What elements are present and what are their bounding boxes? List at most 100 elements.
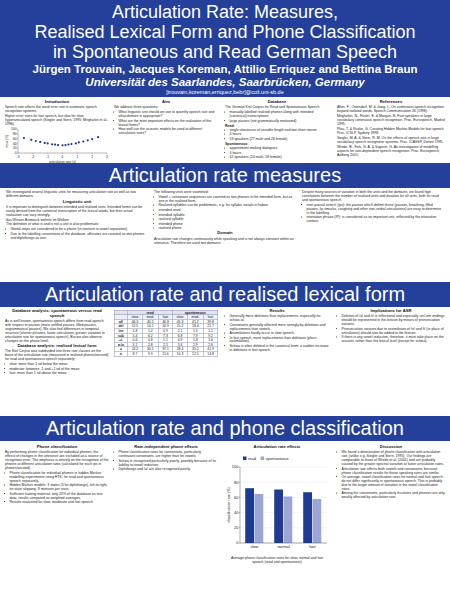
points [23, 136, 99, 146]
bullet-list: single utterances of variable length and… [225, 128, 329, 141]
column: AimWe address three questions:What lingu… [114, 99, 218, 136]
point [67, 144, 69, 146]
paragraph: Pfau, T. & Ruske, G. Creating Hidden Mar… [337, 127, 445, 135]
y-tick-label: 40 [13, 142, 17, 146]
column: Implications for ASRDeletion of /ə/ and … [337, 308, 445, 344]
y-tick-label: 60 [13, 137, 17, 141]
banner: Articulation rate and realised lexical f… [0, 282, 450, 307]
column: IntroductionSpeech rate affects the word… [5, 99, 109, 127]
y-axis-label: error (%) [5, 135, 9, 148]
bar [274, 489, 283, 543]
bullet: Pronunciation variants due to assimilati… [342, 326, 446, 334]
table-cell: 9.9 [142, 351, 158, 356]
banner: Articulation rate and phone classificati… [0, 416, 450, 441]
y-axis [18, 129, 19, 153]
table-cell: 8.7 [128, 351, 143, 356]
point [30, 139, 32, 141]
bullet: Sufficient training material: only 20% o… [10, 491, 110, 499]
bullet: intonation phrase (IP): is considered as… [307, 215, 445, 223]
bar [245, 488, 254, 543]
heading: Phone classification [5, 445, 109, 450]
bullet: 53 speakers (27 male and 26 female) [230, 137, 330, 141]
bullet: single utterances of variable length and… [230, 128, 330, 132]
heading: Database analysis: spontaneous versus re… [5, 309, 109, 318]
point [39, 141, 41, 143]
y-tick-label: 40 [234, 510, 239, 515]
bullet-list: Glottal stops are considered to be a pho… [6, 227, 148, 239]
y-axis-label: classification rate (%) [227, 486, 231, 522]
heading: Aim [114, 100, 218, 105]
x-tick-label: 0 [62, 155, 64, 159]
heading: Domain [154, 231, 296, 236]
heading: Database analysis: realised lexical form [5, 343, 109, 348]
x-tick-label: 3 [106, 155, 108, 159]
paragraph: Despite many sources of variation in bot… [302, 190, 444, 202]
subheading: Spontaneous: [225, 142, 329, 146]
x-tick-label: slow [250, 544, 258, 549]
bullet: Schwa is recognised particularly poorly,… [119, 459, 219, 467]
bullet: On average, vowel classification rates f… [342, 475, 446, 491]
bullet: If there is any vowel reduction, therefo… [342, 335, 446, 343]
table-wrap: readspontaneousslowmod.fastslowmod.fasta… [114, 310, 218, 356]
bullet: We found a deterioration of phone classi… [342, 450, 446, 466]
bar [303, 492, 312, 543]
heading: Introduction [5, 100, 109, 105]
point [87, 139, 89, 141]
grid-line [240, 482, 327, 483]
column: ResultsGenerally more deletions than rep… [225, 308, 329, 352]
bullet: Diphthongs and /a/ are also recognised p… [119, 467, 219, 471]
heading: Rate-independent phone effects [114, 445, 218, 450]
banner-title: Articulation rate and realised lexical f… [0, 282, 450, 307]
y-tick-label: 80 [13, 132, 17, 136]
bullet: realised syllable [159, 217, 297, 221]
bullet: Assimilations hardly occur in slow speec… [230, 331, 330, 335]
column: The following units were examined:Vowel … [154, 190, 296, 245]
point [78, 141, 80, 143]
bullet: appointment-making dialogues [230, 146, 330, 150]
x-tick-label: -3 [17, 155, 20, 159]
bullet: realised phone [159, 226, 297, 230]
point [54, 144, 56, 146]
x-tick-label: normal [277, 544, 289, 549]
column: Phone classificationBy performing phone … [5, 444, 109, 505]
paragraph: As is well known, spontaneous speech dif… [5, 319, 109, 342]
point [91, 138, 93, 140]
heading: Discussion [337, 445, 445, 450]
table-cell: 12.5 [187, 351, 203, 356]
bullet: What linguistic unit should we use to qu… [119, 110, 219, 118]
x-tick-label: -2 [31, 155, 34, 159]
banner: Articulation rate measures [0, 163, 450, 188]
bullet-list: Deletion of /ə/ and /t/ in inflectional … [337, 314, 445, 342]
paragraph: Speech rate affects the word error rate … [5, 105, 109, 113]
bullet: Deletion of /ə/ and /t/ in inflectional … [342, 314, 446, 326]
legend-label: spontaneous [266, 456, 289, 461]
bullet-list: manually labelled realised phones along … [225, 110, 329, 122]
point [82, 140, 84, 142]
bullet-list: What linguistic unit should we use to qu… [114, 110, 218, 134]
subheading: Read: [225, 123, 329, 127]
y-tick-label: 100 [232, 464, 239, 469]
bullet: In fast speech, more replacements than d… [230, 335, 330, 343]
title-line: Realised Lexical Form and Phone Classifi… [0, 22, 450, 42]
bullet: Generally more deletions than replacemen… [230, 314, 330, 322]
point [61, 144, 63, 146]
affiliation: Universität des Saarlandes, Saarbrücken,… [0, 76, 450, 89]
bullet: Realised syllables can be problematic, e… [159, 203, 297, 207]
point [23, 137, 25, 139]
point [97, 136, 99, 138]
bullet: Vowel + consonant sequences are counted … [159, 195, 297, 203]
point [70, 143, 72, 145]
bullet: Results evaluated for slow, moderate and… [10, 500, 110, 504]
table-cell: 11.6 [158, 351, 172, 356]
bullet: moderate: between -1 and +1 sd of the me… [10, 366, 110, 370]
paragraph: The following units were examined: [154, 190, 296, 194]
bullet: intended phone [159, 221, 297, 225]
bullet: Articulation rate affects both vowels an… [342, 466, 446, 474]
table-cell: 10.3 [173, 351, 188, 356]
chart-title: Articulation rate effects [225, 444, 329, 449]
point [47, 142, 49, 144]
bullet: Schwa is often deleted in the canonical … [230, 344, 330, 352]
paragraph: We address three questions: [114, 105, 218, 109]
banner-title: Articulation rate and phone classificati… [0, 416, 450, 441]
paragraph: We investigated several linguistic units… [6, 190, 148, 198]
